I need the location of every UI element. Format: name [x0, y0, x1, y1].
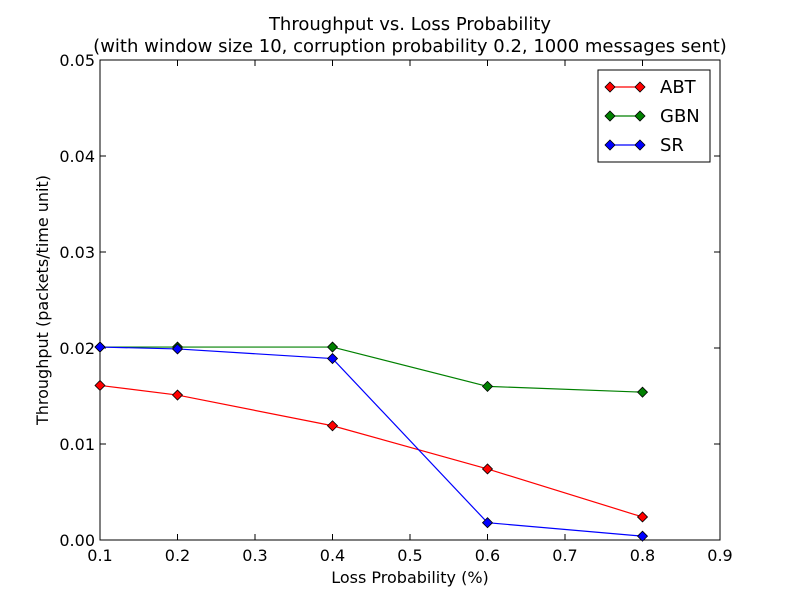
legend-label-sr: SR: [660, 135, 684, 156]
data-point-abt: [636, 511, 649, 523]
data-point-gbn: [326, 341, 339, 353]
x-tick-label: 0.3: [242, 546, 267, 565]
legend-marker-abt: [634, 81, 646, 93]
legend-label-abt: ABT: [660, 77, 697, 98]
data-point-abt: [171, 389, 184, 401]
legend-marker-abt: [604, 81, 616, 93]
data-point-sr: [94, 341, 106, 353]
y-tick-label: 0.00: [59, 531, 95, 550]
chart-subtitle: (with window size 10, corruption probabi…: [93, 36, 727, 57]
y-tick-label: 0.02: [59, 339, 95, 358]
y-tick-label: 0.05: [59, 51, 95, 70]
data-point-sr: [171, 343, 184, 355]
data-point-sr: [636, 530, 649, 542]
legend-marker-sr: [634, 139, 646, 151]
y-axis-label: Throughput (packets/time unit): [33, 175, 52, 426]
x-tick-label: 0.8: [630, 546, 655, 565]
x-tick-label: 0.4: [320, 546, 345, 565]
legend: ABT GBN SR: [597, 69, 711, 163]
data-point-abt: [326, 420, 339, 432]
x-tick-label: 0.7: [552, 546, 577, 565]
y-tick-label: 0.01: [59, 435, 95, 454]
y-axis: 0.00 0.01 0.02 0.03 0.04 0.05: [59, 51, 720, 550]
legend-marker-gbn: [634, 110, 646, 122]
x-tick-label: 0.5: [397, 546, 422, 565]
y-tick-label: 0.04: [59, 147, 95, 166]
legend-marker-gbn: [604, 110, 616, 122]
x-tick-label: 0.9: [707, 546, 732, 565]
legend-label-gbn: GBN: [660, 106, 700, 127]
x-tick-label: 0.2: [165, 546, 190, 565]
data-point-abt: [94, 379, 106, 392]
data-point-sr: [326, 352, 339, 365]
data-point-abt: [481, 463, 494, 475]
x-tick-label: 0.1: [87, 546, 112, 565]
series-layer: [94, 341, 649, 542]
chart-title: Throughput vs. Loss Probability: [268, 14, 551, 35]
data-point-gbn: [481, 380, 494, 392]
x-axis-label: Loss Probability (%): [331, 568, 489, 587]
legend-marker-sr: [604, 139, 616, 151]
y-tick-label: 0.03: [59, 243, 95, 262]
data-point-gbn: [636, 386, 649, 398]
x-tick-label: 0.6: [475, 546, 500, 565]
x-axis: 0.1 0.2 0.3 0.4 0.5 0.6 0.7 0.8 0.9: [87, 60, 733, 565]
data-point-sr: [481, 517, 494, 529]
